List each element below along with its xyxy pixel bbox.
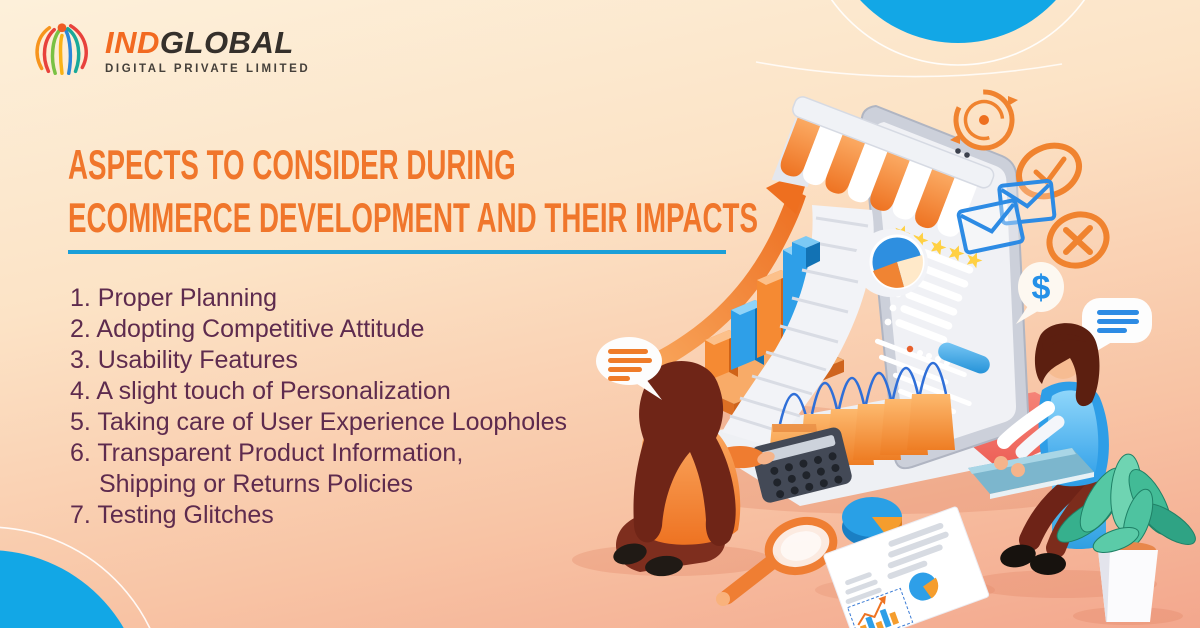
brand-logo: INDGLOBAL DIGITAL PRIVATE LIMITED <box>30 20 310 82</box>
rating-stars-icon <box>894 225 983 269</box>
list-item: 7. Testing Glitches <box>70 501 274 529</box>
screen-pie-chart <box>854 229 928 297</box>
brand-name: INDGLOBAL <box>105 27 310 58</box>
title-line2: ECOMMERCE DEVELOPMENT AND THEIR IMPACTS <box>68 194 758 241</box>
aspect-list: 1. Proper Planning 2. Adopting Competitiv… <box>70 283 567 531</box>
list-item: 5. Taking care of User Experience Loopho… <box>70 408 568 436</box>
cancel-icon <box>1046 211 1110 269</box>
list-item: 1. Proper Planning <box>70 284 278 312</box>
list-item: 6. Transparent Product Information, <box>70 439 464 467</box>
plant-graphic <box>1056 453 1196 622</box>
phone-camera-dot <box>964 152 970 158</box>
list-item: 2. Adopting Competitive Attitude <box>70 315 425 343</box>
decor-arc <box>755 61 1063 78</box>
corner-circle-bottomleft <box>0 526 151 628</box>
title-line1: ASPECTS TO CONSIDER DURING <box>68 141 516 188</box>
title-underline-bar <box>68 250 726 254</box>
screen-button <box>938 342 990 374</box>
woman-left-figure <box>613 360 775 577</box>
magnifier-icon <box>716 517 838 606</box>
corner-circle-topright <box>830 0 1086 66</box>
timer-icon <box>950 89 1018 151</box>
calculator-icon <box>751 427 852 503</box>
page-title: ASPECTS TO CONSIDER DURING ECOMMERCE DEV… <box>68 138 758 244</box>
phone-camera-dot <box>955 148 961 154</box>
brand-name-part1: IND <box>105 25 160 60</box>
dollar-icon-text: $ <box>1032 269 1051 307</box>
brand-name-part2: GLOBAL <box>159 25 294 60</box>
dollar-bubble-icon: $ <box>1016 262 1064 324</box>
storefront-awning <box>771 96 995 237</box>
chat-bubble-left-icon <box>596 337 662 400</box>
list-item: 4. A slight touch of Personalization <box>70 377 451 405</box>
report-document-graphic <box>823 506 990 628</box>
woman-right-figure <box>968 323 1112 575</box>
mail-icon <box>956 198 1025 255</box>
cube-graphic <box>792 236 820 268</box>
laptop-icon <box>968 448 1094 499</box>
brand-logo-icon <box>35 23 88 76</box>
brand-tagline: DIGITAL PRIVATE LIMITED <box>105 63 311 75</box>
brand-text: INDGLOBAL DIGITAL PRIVATE LIMITED <box>105 27 310 75</box>
list-item: 3. Usability Features <box>70 346 298 374</box>
list-item: Shipping or Returns Policies <box>99 470 414 498</box>
